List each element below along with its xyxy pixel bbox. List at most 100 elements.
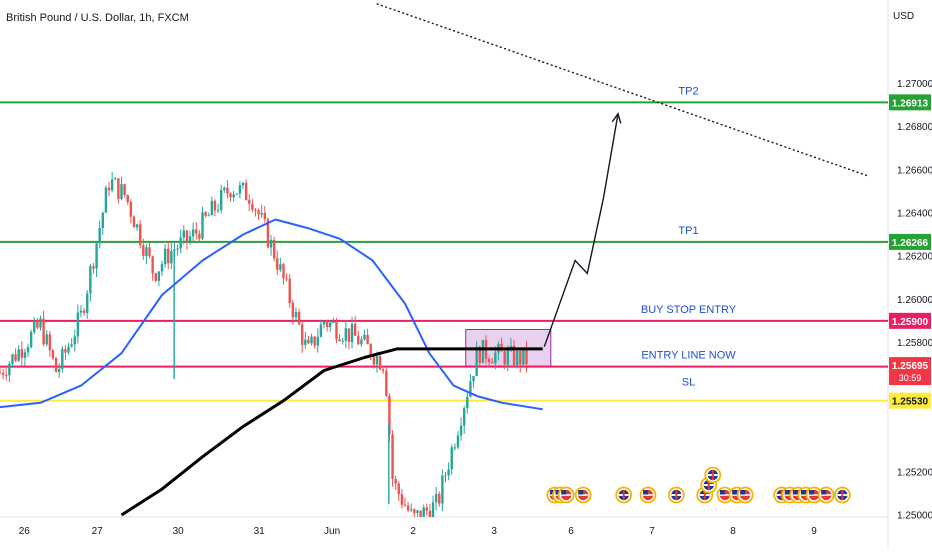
candle-body (104, 187, 108, 213)
candle-body (98, 227, 101, 244)
candle-body (120, 184, 123, 199)
current-price-text: 1.25695 (892, 361, 929, 372)
candle-body (353, 324, 357, 336)
countdown-text: 30:59 (899, 373, 922, 383)
candle-body (341, 340, 344, 342)
candle-body (462, 408, 466, 426)
candle-body (51, 350, 55, 359)
candle-body (385, 371, 388, 397)
y-tick-label: 1.26000 (897, 295, 932, 306)
candle-body (363, 334, 366, 340)
candle-body (145, 247, 148, 257)
candle-body (300, 324, 304, 345)
candle-body (244, 182, 248, 201)
x-tick-label: 31 (254, 526, 266, 537)
x-tick-label: 6 (568, 526, 574, 537)
uk-event-icon (834, 486, 851, 504)
flag-canton (792, 490, 798, 495)
candle-body (160, 264, 164, 272)
projection-arrowhead (611, 112, 622, 124)
candle-body (276, 258, 279, 270)
candle-body (491, 362, 494, 364)
candle-body (307, 339, 310, 344)
candle-body (163, 248, 167, 265)
candle-body (132, 216, 136, 228)
level-text-label: TP1 (678, 225, 698, 237)
candle-body (14, 354, 17, 361)
candle-body (70, 344, 73, 347)
candle-body (226, 187, 229, 194)
candle-body (151, 256, 154, 274)
candle-body (29, 332, 33, 348)
ma-line-black (120, 347, 543, 517)
candle-body (251, 203, 254, 211)
candle-body (238, 185, 242, 194)
candle-body (195, 229, 198, 234)
candle-body (185, 230, 189, 242)
candle-body (419, 510, 422, 517)
candle-body (135, 224, 139, 228)
candle-body (107, 187, 111, 191)
ma-line-blue (0, 218, 543, 411)
candle-body (360, 339, 363, 345)
candle-body (20, 349, 24, 358)
flag-stripe (809, 494, 820, 496)
candle-body (291, 302, 295, 318)
us-event-icon (817, 486, 835, 504)
candle-body (191, 229, 195, 237)
candle-body (170, 250, 173, 264)
candle-body (229, 193, 232, 198)
candle-body (397, 483, 400, 495)
candle-body (148, 247, 151, 257)
price-badge-text: 1.26913 (892, 98, 929, 109)
price-badge-text: 1.26266 (892, 238, 929, 249)
x-tick-label: 27 (92, 526, 104, 537)
candle-body (438, 493, 441, 504)
candle-body (23, 352, 27, 358)
candle-body (304, 339, 307, 345)
candle-body (515, 350, 519, 366)
candle-body (92, 266, 95, 269)
candle-body (425, 507, 429, 511)
candle-body (391, 434, 394, 480)
candle-body (472, 376, 475, 382)
candle-body (248, 200, 251, 204)
candle-body (79, 310, 83, 313)
flag-canton (732, 490, 738, 495)
candle-body (45, 334, 48, 345)
candle-body (26, 347, 30, 353)
candle-body (441, 475, 444, 504)
candle-body (266, 219, 270, 248)
flag-cross-v (707, 480, 710, 490)
candle-body (5, 375, 8, 377)
candle-body (338, 339, 341, 341)
candle-body (519, 350, 522, 365)
candle-body (36, 320, 39, 328)
x-tick-label: 26 (19, 526, 31, 537)
us-event-icon (716, 486, 734, 504)
candle-body (254, 210, 257, 212)
candle-body (506, 350, 510, 365)
uk-event-icon (615, 486, 633, 504)
candle-body (269, 239, 273, 248)
candle-body (142, 245, 145, 257)
candle-body (475, 346, 478, 377)
candle-body (57, 368, 61, 372)
candle-body (201, 212, 204, 239)
flag-cross-v (703, 490, 706, 500)
candle-body (123, 184, 126, 196)
candle-body (17, 349, 20, 361)
candle-body (95, 243, 98, 269)
candle-body (279, 264, 282, 270)
candle-body (176, 248, 179, 250)
flag-canton (578, 490, 584, 495)
candle-body (76, 312, 80, 337)
candle-body (114, 178, 117, 180)
candle-body (469, 381, 472, 397)
candle-body (219, 190, 223, 211)
candle-body (61, 348, 64, 369)
flag-canton (555, 490, 561, 495)
candle-body (213, 200, 217, 211)
